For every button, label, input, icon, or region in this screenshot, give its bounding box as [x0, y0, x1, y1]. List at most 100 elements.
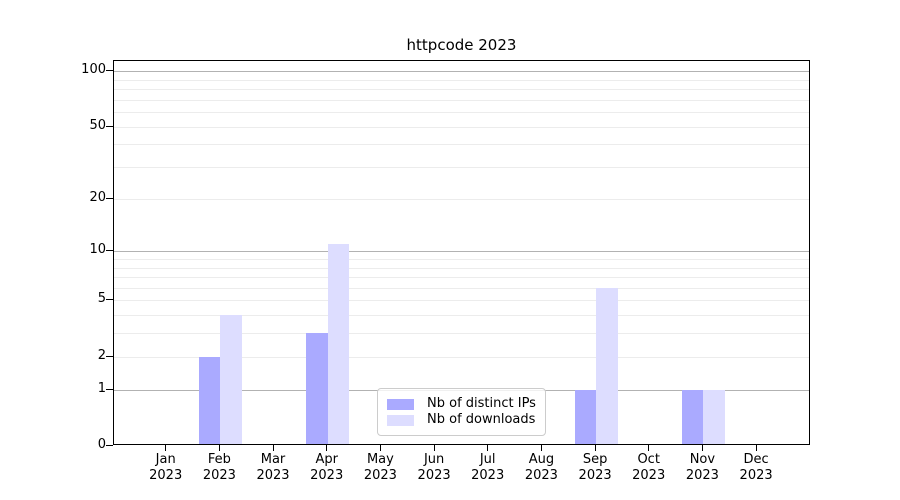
x-tick-label-3: Apr 2023: [295, 452, 359, 484]
gridline-50: [114, 126, 809, 128]
x-tick-label-9: Oct 2023: [617, 452, 681, 484]
x-tick-label-11-line1: Dec: [743, 452, 769, 467]
gridline-8: [114, 267, 809, 269]
x-tick-label-7-line1: Aug: [528, 452, 555, 467]
x-tick-label-1-line2: 2023: [202, 468, 236, 483]
y-tick-label-20: 20: [89, 189, 106, 205]
bar-nb-of-distinct-ips-sep-2023: [574, 389, 597, 444]
bar-nb-of-downloads-feb-2023: [220, 315, 242, 444]
gridline-6: [114, 287, 809, 289]
x-tick-mark-7: [540, 445, 542, 451]
x-tick-label-0-line2: 2023: [149, 468, 183, 483]
y-tick-label-1: 1: [97, 380, 106, 396]
x-tick-label-10-line1: Nov: [689, 452, 716, 467]
gridline-20: [114, 198, 809, 200]
x-tick-label-0: Jan 2023: [134, 452, 198, 484]
y-tick-mark-100: [106, 70, 113, 71]
gridline-60: [114, 112, 809, 113]
gridline-2: [114, 356, 809, 358]
x-tick-label-5-line1: Jun: [423, 452, 445, 467]
x-tick-label-1-line1: Feb: [207, 452, 231, 467]
gridline-10: [114, 251, 809, 253]
x-tick-mark-4: [379, 445, 381, 451]
gridline-30: [114, 167, 809, 168]
gridline-100: [114, 71, 809, 72]
legend: Nb of distinct IPs Nb of downloads: [377, 388, 546, 436]
legend-entry-distinct-ips: Nb of distinct IPs: [387, 396, 536, 412]
gridline-40: [114, 144, 809, 146]
gridline-70: [114, 99, 809, 101]
x-tick-label-6: Jul 2023: [456, 452, 520, 484]
y-tick-label-5: 5: [97, 291, 106, 307]
x-tick-mark-3: [326, 445, 328, 451]
chart-title: httpcode 2023: [406, 36, 517, 54]
y-tick-label-2: 2: [97, 347, 106, 363]
legend-label-downloads: Nb of downloads: [427, 412, 536, 427]
x-tick-mark-9: [648, 445, 650, 451]
x-tick-label-4-line1: May: [366, 452, 394, 467]
x-tick-mark-10: [701, 445, 703, 451]
x-tick-label-5: Jun 2023: [402, 452, 466, 484]
y-tick-label-10: 10: [89, 242, 106, 258]
x-tick-label-4-line2: 2023: [363, 468, 397, 483]
x-tick-mark-1: [218, 445, 220, 451]
x-tick-label-7: Aug 2023: [509, 452, 573, 484]
y-tick-mark-5: [106, 299, 113, 301]
x-tick-label-10: Nov 2023: [670, 452, 734, 484]
x-tick-label-3-line1: Apr: [315, 452, 338, 467]
plot-area: [113, 60, 810, 445]
x-tick-label-6-line2: 2023: [471, 468, 505, 483]
bar-nb-of-downloads-nov-2023: [703, 389, 725, 444]
bar-nb-of-distinct-ips-feb-2023: [198, 356, 221, 444]
legend-swatch-distinct-ips-icon: [387, 398, 414, 410]
gridline-5: [114, 300, 809, 302]
x-tick-label-10-line2: 2023: [685, 468, 719, 483]
x-tick-label-2-line2: 2023: [256, 468, 290, 483]
gridline-9: [114, 258, 809, 260]
x-tick-label-8: Sep 2023: [563, 452, 627, 484]
x-tick-label-11-line2: 2023: [739, 468, 773, 483]
y-tick-mark-2: [106, 355, 113, 357]
y-tick-label-0: 0: [97, 437, 106, 452]
x-tick-label-0-line1: Jan: [155, 452, 176, 467]
y-tick-mark-1: [106, 388, 113, 390]
x-tick-mark-0: [165, 445, 167, 451]
y-tick-label-50: 50: [89, 117, 106, 133]
bar-nb-of-downloads-sep-2023: [596, 287, 618, 444]
y-tick-mark-50: [106, 125, 113, 127]
x-tick-label-5-line2: 2023: [417, 468, 451, 483]
y-tick-mark-0: [106, 445, 113, 446]
gridline-7: [114, 277, 809, 278]
legend-entry-downloads: Nb of downloads: [387, 412, 536, 428]
x-tick-label-9-line1: Oct: [637, 452, 660, 467]
x-tick-mark-6: [487, 445, 489, 451]
x-tick-label-11: Dec 2023: [724, 452, 788, 484]
x-tick-label-3-line2: 2023: [310, 468, 344, 483]
x-tick-mark-2: [272, 445, 274, 451]
x-tick-label-9-line2: 2023: [632, 468, 666, 483]
x-tick-label-2-line1: Mar: [260, 452, 286, 467]
legend-swatch-downloads-icon: [387, 414, 414, 426]
gridline-3: [114, 333, 809, 335]
x-tick-label-7-line2: 2023: [524, 468, 558, 483]
x-tick-mark-11: [755, 445, 757, 451]
y-tick-label-100: 100: [81, 62, 106, 77]
bar-nb-of-downloads-apr-2023: [327, 244, 350, 444]
x-tick-mark-8: [594, 445, 596, 451]
bar-nb-of-distinct-ips-nov-2023: [681, 389, 704, 444]
legend-label-distinct-ips: Nb of distinct IPs: [427, 396, 536, 411]
x-tick-label-4: May 2023: [348, 452, 412, 484]
gridline-4: [114, 315, 809, 317]
gridline-90: [114, 79, 809, 81]
y-tick-mark-20: [106, 197, 113, 199]
gridline-80: [114, 88, 809, 90]
x-tick-label-6-line1: Jul: [479, 452, 496, 467]
y-tick-mark-10: [106, 250, 113, 252]
x-tick-label-8-line2: 2023: [578, 468, 612, 483]
bar-nb-of-distinct-ips-apr-2023: [306, 333, 328, 444]
x-tick-mark-5: [433, 445, 435, 451]
x-tick-label-2: Mar 2023: [241, 452, 305, 484]
x-tick-label-1: Feb 2023: [187, 452, 251, 484]
x-tick-label-8-line1: Sep: [582, 452, 608, 467]
